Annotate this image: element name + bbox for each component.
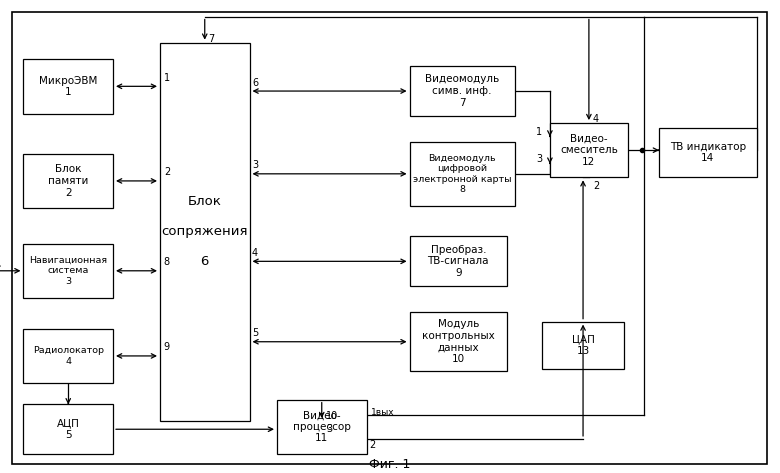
FancyBboxPatch shape	[659, 128, 757, 177]
Text: Видео-
процессор
11: Видео- процессор 11	[292, 410, 351, 444]
FancyBboxPatch shape	[410, 142, 515, 206]
FancyBboxPatch shape	[410, 312, 507, 371]
Text: Видео-
смеситель
12: Видео- смеситель 12	[560, 133, 618, 167]
Text: ТВ индикатор
14: ТВ индикатор 14	[670, 142, 746, 163]
FancyBboxPatch shape	[542, 322, 624, 369]
Text: 2: 2	[593, 181, 599, 191]
FancyBboxPatch shape	[550, 123, 628, 177]
Text: Модуль
контрольных
данных
10: Модуль контрольных данных 10	[422, 319, 495, 364]
FancyBboxPatch shape	[23, 154, 113, 208]
Text: 9: 9	[164, 342, 170, 352]
Text: 1: 1	[164, 73, 170, 83]
Text: 3: 3	[252, 160, 258, 170]
Text: Навигационная
система
3: Навигационная система 3	[29, 256, 108, 286]
Text: 1вых: 1вых	[370, 408, 394, 417]
FancyBboxPatch shape	[23, 404, 113, 454]
Text: 3: 3	[326, 424, 332, 435]
Text: 10: 10	[326, 411, 339, 421]
FancyBboxPatch shape	[410, 236, 507, 286]
FancyBboxPatch shape	[410, 66, 515, 116]
Text: АЦП
5: АЦП 5	[57, 419, 80, 440]
Text: Видеомодуль
симв. инф.
7: Видеомодуль симв. инф. 7	[425, 74, 499, 108]
Text: ЦАП
13: ЦАП 13	[572, 334, 594, 356]
Text: МикроЭВМ
1: МикроЭВМ 1	[39, 76, 98, 97]
Text: Радиолокатор
4: Радиолокатор 4	[33, 346, 104, 366]
FancyBboxPatch shape	[23, 59, 113, 114]
Text: 3: 3	[536, 154, 542, 164]
Text: Блок
памяти
2: Блок памяти 2	[48, 164, 88, 198]
Text: Блок

сопряжения

6: Блок сопряжения 6	[161, 195, 248, 268]
Text: 2: 2	[369, 439, 375, 449]
Text: 2: 2	[164, 167, 170, 177]
Text: 4: 4	[593, 114, 599, 124]
Text: 8: 8	[164, 257, 170, 267]
FancyBboxPatch shape	[23, 329, 113, 383]
Text: 1: 1	[536, 127, 542, 137]
Text: 4: 4	[252, 248, 258, 258]
Text: Преобраз.
ТВ-сигнала
9: Преобраз. ТВ-сигнала 9	[427, 245, 489, 278]
Text: 6: 6	[252, 78, 258, 88]
Text: Фиг. 1: Фиг. 1	[369, 458, 411, 471]
FancyBboxPatch shape	[277, 400, 367, 454]
Text: 5: 5	[252, 328, 258, 338]
FancyBboxPatch shape	[160, 43, 250, 421]
Text: Видеомодуль
цифровой
электронной карты
8: Видеомодуль цифровой электронной карты 8	[413, 154, 512, 194]
FancyBboxPatch shape	[23, 244, 113, 298]
Text: 7: 7	[209, 34, 215, 44]
